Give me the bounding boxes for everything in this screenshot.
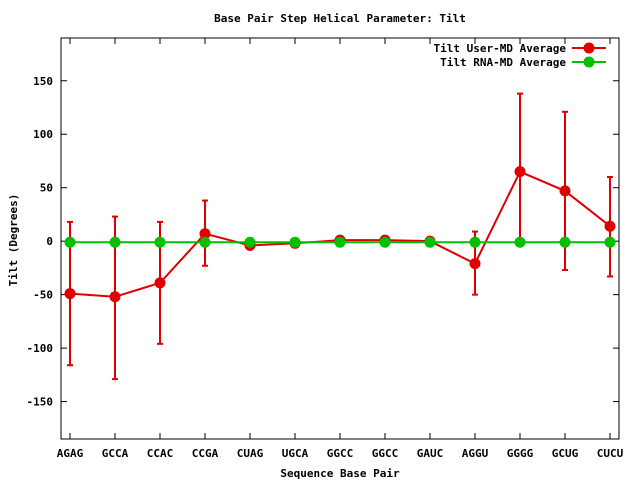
data-point	[604, 220, 616, 232]
x-axis: AGAG GCCA CCAC CCGA CUAG UGCA GGCC GGCC GAUC AGGU…	[57, 38, 624, 460]
chart-title: Base Pair Step Helical Parameter: Tilt	[214, 12, 466, 25]
data-point	[424, 236, 436, 248]
data-point	[109, 291, 121, 303]
y-tick-label: 50	[40, 182, 53, 195]
data-point	[199, 236, 211, 248]
data-point	[469, 258, 481, 270]
y-tick-label: 150	[33, 75, 53, 88]
series-1	[64, 92, 616, 381]
data-point	[154, 277, 166, 289]
data-point	[514, 236, 526, 248]
legend-label: Tilt User-MD Average	[434, 42, 567, 55]
y-axis-label: Tilt (Degrees)	[7, 194, 20, 287]
x-axis-label: Sequence Base Pair	[280, 467, 400, 480]
x-tick-label: GCCA	[102, 447, 129, 460]
x-tick-label: UGCA	[282, 447, 309, 460]
data-point	[64, 236, 76, 248]
data-point	[64, 288, 76, 300]
data-point	[199, 228, 211, 240]
y-tick-label: -100	[27, 342, 54, 355]
x-tick-label: CCAC	[147, 447, 174, 460]
x-tick-label: GCUG	[552, 447, 579, 460]
y-axis: -150 -100 -50 0 50 100 150	[27, 75, 619, 409]
legend-label: Tilt RNA-MD Average	[440, 56, 566, 69]
x-tick-label: GGCC	[372, 447, 399, 460]
data-point	[604, 236, 616, 248]
data-point	[559, 185, 571, 197]
x-tick-label: GGGG	[507, 447, 534, 460]
legend-swatch-marker	[583, 56, 595, 68]
legend-swatch-marker	[583, 42, 595, 54]
data-point	[244, 236, 256, 248]
series-2	[64, 236, 616, 248]
data-point	[334, 236, 346, 248]
y-tick-label: -150	[27, 396, 54, 409]
data-point	[109, 236, 121, 248]
data-point	[469, 236, 481, 248]
y-tick-label: -50	[33, 289, 53, 302]
data-point	[154, 236, 166, 248]
x-tick-label: GGCC	[327, 447, 354, 460]
data-point	[559, 236, 571, 248]
series-line	[69, 170, 611, 298]
x-tick-label: CUCU	[597, 447, 624, 460]
y-tick-label: 100	[33, 128, 53, 141]
x-tick-label: CCGA	[192, 447, 219, 460]
x-tick-label: AGAG	[57, 447, 84, 460]
series-layer	[64, 92, 616, 381]
y-tick-label: 0	[46, 235, 53, 248]
x-tick-label: CUAG	[237, 447, 264, 460]
x-tick-label: GAUC	[417, 447, 444, 460]
data-point	[514, 166, 526, 178]
data-point	[289, 236, 301, 248]
data-point	[379, 236, 391, 248]
x-tick-label: AGGU	[462, 447, 489, 460]
